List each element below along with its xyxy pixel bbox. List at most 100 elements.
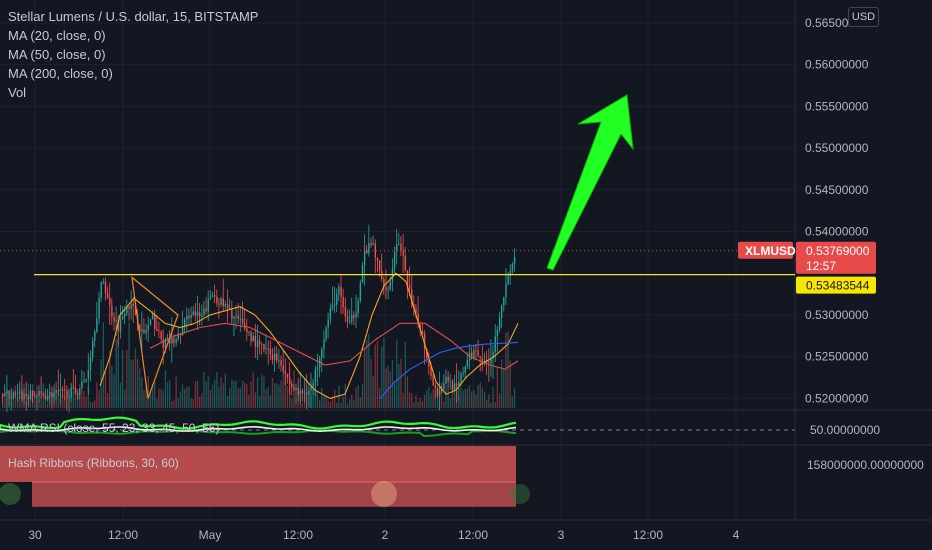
- candle-body: [49, 392, 51, 396]
- volume-bar: [460, 387, 462, 408]
- candle-body: [299, 390, 302, 395]
- candle-body: [164, 339, 167, 349]
- candle-body: [239, 318, 242, 320]
- candle-body: [310, 385, 312, 391]
- volume-bar: [156, 398, 158, 408]
- candle-body: [128, 306, 130, 309]
- candle-body: [408, 285, 411, 290]
- volume-bar: [353, 400, 355, 408]
- hash-pane-label[interactable]: Hash Ribbons (Ribbons, 30, 60): [8, 456, 179, 470]
- volume-bar: [351, 394, 353, 408]
- price-axis[interactable]: 0.565000000.560000000.555000000.55000000…: [805, 16, 869, 406]
- rsi-value-label: 50.00000000: [810, 423, 880, 437]
- volume-bar: [445, 385, 447, 408]
- symbol-tag: XLMUSD: [745, 244, 796, 258]
- volume-bar: [441, 382, 443, 408]
- candle-body: [250, 331, 252, 341]
- volume-bar: [374, 344, 376, 408]
- candle-body: [378, 260, 381, 271]
- volume-bar: [387, 365, 389, 408]
- candle-body: [162, 339, 164, 349]
- candle-body: [224, 304, 227, 307]
- candle-body: [456, 383, 458, 386]
- volume-bar: [74, 390, 77, 408]
- rsi-pane: 50.00000000: [0, 416, 880, 438]
- volume-bar: [488, 394, 490, 408]
- candle-body: [201, 315, 203, 317]
- volume-bar: [319, 400, 321, 408]
- volume-bar: [224, 373, 226, 408]
- time-tick-label: 12:00: [633, 528, 663, 542]
- volume-bar: [166, 382, 169, 408]
- triangle-shape[interactable]: [131, 275, 179, 399]
- legend-ma200[interactable]: MA (200, close, 0): [8, 66, 113, 81]
- candle-body: [115, 320, 117, 322]
- candle-body: [393, 251, 396, 269]
- legend-ma50[interactable]: MA (50, close, 0): [8, 47, 106, 62]
- candle-body: [353, 314, 355, 318]
- capitulation-dot: [510, 484, 530, 504]
- candle-body: [226, 304, 229, 309]
- candle-body: [443, 383, 445, 390]
- volume-bar: [2, 404, 4, 408]
- volume-bar: [77, 392, 79, 408]
- candle-body: [158, 330, 160, 332]
- volume-bar: [462, 390, 464, 408]
- candle-body: [284, 371, 287, 374]
- volume-bar: [216, 371, 218, 408]
- candle-body: [301, 390, 304, 393]
- volume-bar: [400, 358, 402, 408]
- rsi-pane-label[interactable]: WMA RSI (close, 55, 23, 33, 45, 50, 56): [8, 421, 220, 435]
- candle-body: [451, 381, 454, 390]
- candle-body: [261, 343, 263, 345]
- candle-body: [436, 388, 439, 396]
- volume-bar: [209, 390, 211, 408]
- candle-body: [160, 331, 162, 339]
- countdown-label: 12:57: [806, 259, 836, 273]
- candle-body: [477, 350, 479, 357]
- price-tick-label: 0.54000000: [805, 225, 869, 239]
- volume-bar: [87, 386, 89, 408]
- volume-bar: [106, 393, 109, 408]
- candle-body: [156, 328, 158, 331]
- chart-title[interactable]: Stellar Lumens / U.S. dollar, 15, BITSTA…: [8, 9, 259, 24]
- volume-bar: [188, 386, 190, 408]
- volume-bar: [301, 403, 304, 408]
- volume-bar: [466, 388, 468, 408]
- volume-bar: [505, 332, 507, 408]
- ma200-line: [379, 341, 519, 399]
- candle-body: [190, 315, 192, 318]
- candle-body: [205, 308, 207, 312]
- candle-body: [181, 326, 184, 335]
- candle-body: [248, 331, 250, 333]
- green-arrow-drawing[interactable]: [546, 94, 634, 271]
- candle-body: [396, 244, 398, 252]
- volume-bar: [64, 396, 66, 408]
- up-arrow-shape[interactable]: [546, 94, 634, 271]
- candle-body: [119, 319, 122, 332]
- candle-body: [171, 338, 173, 344]
- legend-ma20[interactable]: MA (20, close, 0): [8, 28, 106, 43]
- volume-bar: [451, 386, 454, 408]
- triangle-drawing[interactable]: [131, 275, 179, 399]
- candle-body: [280, 360, 282, 366]
- currency-button[interactable]: USD: [848, 7, 879, 27]
- candle-body: [271, 354, 274, 360]
- volume-bar: [432, 388, 434, 408]
- time-axis[interactable]: 30 12:00 May 12:00 2 12:00 3 12:00 4: [0, 521, 932, 550]
- legend-vol[interactable]: Vol: [8, 85, 27, 100]
- ma50-line: [149, 322, 519, 370]
- volume-bar: [415, 395, 417, 408]
- time-tick-label: 12:00: [283, 528, 313, 542]
- volume-bar: [413, 402, 415, 408]
- candle-body: [6, 390, 8, 394]
- candle-body: [8, 390, 10, 399]
- volume-bar: [383, 337, 385, 408]
- volume-bar: [336, 402, 338, 408]
- horizontal-line[interactable]: [0, 250, 795, 276]
- volume-bar: [498, 393, 501, 408]
- candle-body: [415, 308, 417, 314]
- ribbon-band: [0, 446, 516, 482]
